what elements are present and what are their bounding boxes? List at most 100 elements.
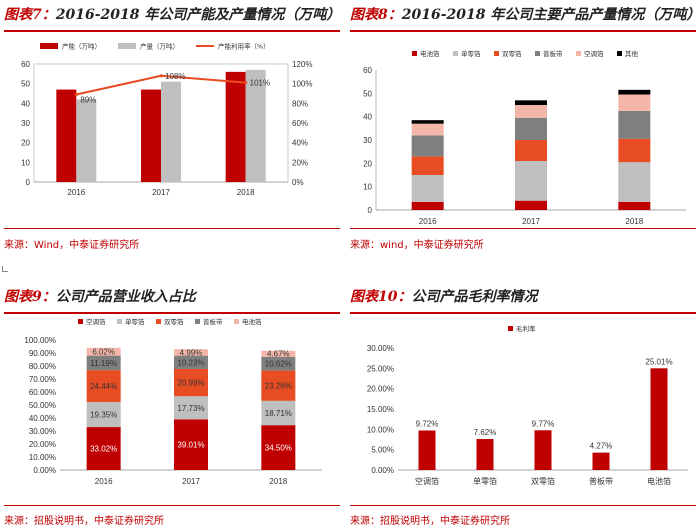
stack-series-0-2017: [515, 200, 547, 210]
stack-series-3-2016: [411, 135, 444, 157]
y-tick-label: 40.00%: [29, 414, 56, 423]
x-tick-label: 2017: [522, 217, 540, 226]
data-label: 10.23%: [177, 358, 204, 367]
legend-swatch: [234, 319, 239, 324]
data-label: 6.02%: [92, 348, 115, 357]
stack-series-0-2018: [618, 201, 651, 210]
figure-7-bottom-rule: [4, 228, 340, 229]
y-tick-label: 50: [21, 80, 30, 89]
legend-swatch: [117, 319, 122, 324]
y-tick-label: 40: [21, 99, 30, 108]
figure-9-title-rule: [4, 312, 340, 314]
y-tick-label: 0.00%: [33, 466, 56, 475]
legend-swatch: [118, 43, 136, 49]
y-tick-label: 25.00%: [367, 364, 394, 373]
data-label: 9.72%: [416, 419, 439, 428]
y2-tick-label: 40%: [292, 139, 308, 148]
legend-swatch: [617, 51, 622, 56]
legend-label: 产能（万吨）: [62, 42, 101, 51]
legend-label: 电池箔: [420, 49, 440, 58]
data-label: 10.62%: [265, 360, 292, 369]
y-tick-label: 10: [21, 158, 30, 167]
figure-7-panel: 图表7：2016-2018 年公司产能及产量情况（万吨） 0 10 20 30 40 50…: [4, 4, 340, 252]
x-tick-label: 空调箔: [415, 476, 439, 486]
legend-swatch: [494, 51, 499, 56]
x-tick-label: 2018: [269, 477, 287, 486]
stack-series-1-2018: [618, 162, 651, 202]
legend-swatch: [576, 51, 581, 56]
line-point: [244, 81, 248, 85]
figure-9-source: 来源：招股说明书，中泰证券研究所: [4, 516, 164, 527]
legend-swatch: [535, 51, 540, 56]
stack-series-3-2018: [618, 110, 651, 139]
figure-9-chart: 0.00% 10.00% 20.00% 30.00% 40.00% 50.00% 60.00…: [24, 317, 322, 486]
bar-margin-双零箔: [534, 430, 552, 470]
bar-margin-单零箔: [476, 439, 494, 470]
legend-label: 其他: [625, 49, 639, 58]
stack-series-0-2016: [411, 201, 444, 210]
stack-series-1-2017: [174, 396, 208, 420]
stack-series-4-2017: [174, 349, 208, 356]
y2-tick-label: 80%: [292, 99, 308, 108]
data-label: 101%: [250, 79, 270, 88]
figure-9-title: 图表9：公司产品营业收入占比: [4, 289, 196, 305]
stack-series-4-2016: [86, 347, 121, 356]
y-tick-label: 30: [21, 119, 30, 128]
bar-margin-空调箔: [418, 430, 436, 470]
x-tick-label: 单零箔: [473, 476, 497, 486]
legend-label: 产量（万吨）: [140, 42, 179, 51]
y-tick-label: 60.00%: [29, 388, 56, 397]
data-label: 19.35%: [90, 410, 117, 419]
data-label: 7.62%: [474, 428, 497, 437]
stack-series-3-2016: [86, 355, 121, 371]
stack-series-0-2016: [86, 427, 121, 470]
legend-swatch: [40, 43, 58, 49]
y-tick-label: 0: [368, 206, 373, 215]
stack-series-1-2016: [411, 175, 444, 202]
bar-margin-电池箔: [650, 368, 668, 470]
y-tick-label: 10: [363, 183, 372, 192]
stack-series-4-2018: [261, 350, 296, 357]
y-tick-label: 30: [363, 136, 372, 145]
line-point: [159, 74, 163, 78]
legend-label: 毛利率: [516, 324, 536, 333]
y2-tick-label: 100%: [292, 80, 312, 89]
figure-10-source: 来源：招股说明书，中泰证券研究所: [350, 516, 510, 527]
bar-series-1-2016: [76, 99, 97, 182]
x-tick-label: 电池箔: [647, 476, 671, 486]
legend-swatch: [508, 326, 513, 331]
legend-swatch: [453, 51, 458, 56]
figure-7-source: 来源：Wind，中泰证券研究所: [4, 240, 140, 251]
figure-8-panel: 图表8：2016-2018 年公司主要产品产量情况（万吨） 0 10 20 30 40 5…: [350, 4, 700, 252]
figure-7-title-rule: [4, 30, 340, 32]
figure-9-bottom-rule: [4, 505, 340, 506]
y2-tick-label: 0%: [292, 178, 304, 187]
stack-series-5-2016: [411, 120, 444, 124]
y-tick-label: 40: [363, 113, 372, 122]
y-tick-label: 80.00%: [29, 362, 56, 371]
y-tick-label: 10.00%: [29, 453, 56, 462]
corner-mark: [2, 266, 8, 272]
figure-8-source: 来源：wind，中泰证券研究所: [350, 240, 484, 251]
data-label: 24.44%: [90, 382, 117, 391]
y-tick-label: 20: [21, 139, 30, 148]
y-tick-label: 60: [21, 60, 30, 69]
figure-10-title: 图表10：公司产品毛利率情况: [350, 289, 538, 305]
stack-series-4-2017: [515, 105, 547, 118]
x-tick-label: 2018: [237, 188, 255, 197]
figure-9-panel: 图表9：公司产品营业收入占比 0.00% 10.00% 20.00% 30.00% 40…: [4, 286, 340, 529]
data-label: 17.73%: [177, 404, 204, 413]
x-tick-label: 2016: [419, 217, 437, 226]
y-tick-label: 20.00%: [367, 385, 394, 394]
figure-8-title: 图表8：2016-2018 年公司主要产品产量情况（万吨）: [350, 7, 700, 23]
stack-series-1-2016: [86, 401, 121, 428]
stack-series-1-2018: [261, 400, 296, 426]
y-tick-label: 50: [363, 89, 372, 98]
stack-series-3-2017: [515, 117, 547, 140]
y-tick-label: 20.00%: [29, 440, 56, 449]
y-tick-label: 30.00%: [367, 344, 394, 353]
data-label: 4.27%: [590, 442, 613, 451]
stack-series-1-2017: [515, 161, 547, 201]
stack-series-2-2016: [411, 156, 444, 175]
y2-tick-label: 20%: [292, 158, 308, 167]
